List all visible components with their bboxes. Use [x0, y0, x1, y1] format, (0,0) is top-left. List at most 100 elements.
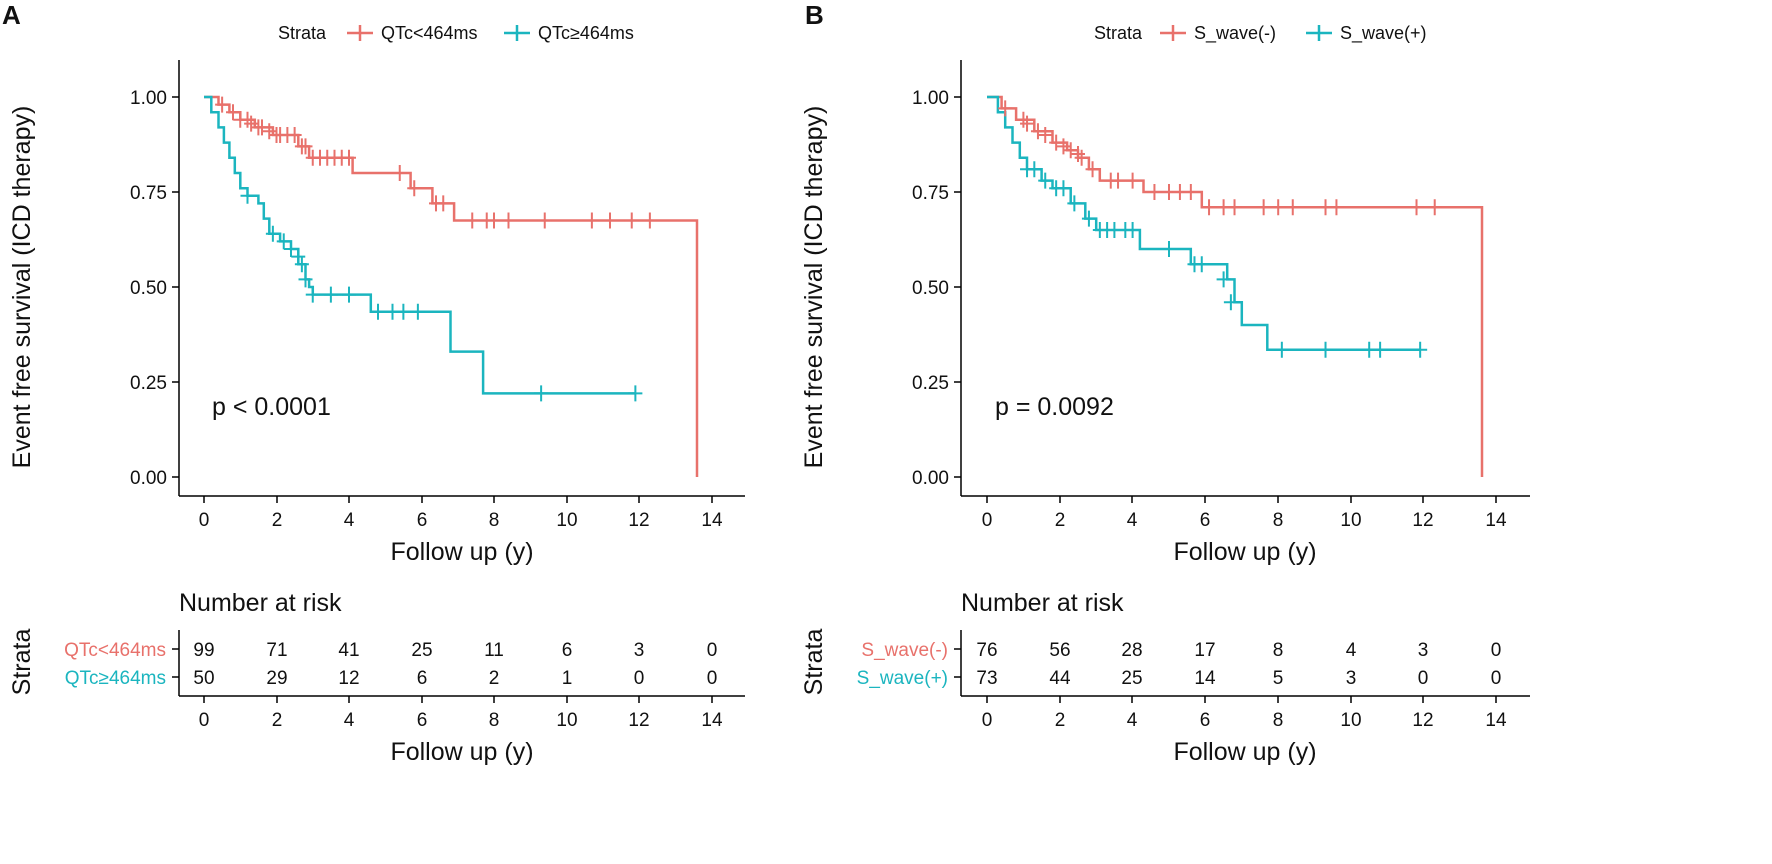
panel-b-legend-key-1: [1160, 25, 1186, 41]
panel-b-risk-x-tick-5: 10: [1340, 710, 1361, 731]
panel-b-risk-1-7: 0: [1491, 640, 1502, 661]
panel-a-censor-marks-qtc-high-mark-13: [410, 303, 425, 320]
panel-b-risk-2-0: 73: [976, 668, 997, 689]
panel-a-censor-marks-qtc-low-mark-19: [342, 149, 356, 166]
panel-a-risk-1-6: 3: [634, 640, 645, 661]
panel-b-legend-title: Strata: [1094, 23, 1143, 43]
panel-b-censor-marks-swave-pos-mark-4: [1056, 180, 1071, 197]
panel-a-legend-label-1: QTc<464ms: [381, 23, 478, 43]
panel-b-censor-marks-swave-pos-mark-18: [1318, 341, 1333, 358]
panel-a-censor-marks-qtc-low-mark-26: [487, 212, 501, 229]
panel-b-risk-strata-label: Strata: [800, 629, 828, 696]
panel-b-censor-marks-swave-pos-mark-14: [1194, 256, 1209, 273]
panel-b-risk-2-1: 44: [1049, 668, 1071, 689]
panel-a-risk-2-3: 6: [417, 668, 428, 689]
panel-b-censor-marks-swave-neg: [998, 100, 1442, 216]
panel-b-censor-marks-swave-pos-mark-1: [1027, 161, 1042, 178]
panel-b-censor-marks-swave-neg-mark-21: [1256, 199, 1271, 216]
panel-a-censor-marks-qtc-low-mark-0: [215, 96, 230, 113]
panel-a-x-tick-label-0: 0: [199, 510, 210, 531]
panel-b-x-tick-label-1: 2: [1055, 510, 1066, 531]
panel-b-censor-marks-swave-pos-mark-6: [1081, 210, 1096, 227]
panel-b-censor-marks-swave-neg-mark-20: [1227, 199, 1242, 216]
panel-a-censor-marks-qtc-low-mark-3: [240, 111, 255, 128]
panel-b-censor-marks-swave-pos: [1020, 161, 1428, 358]
panel-b-risk-x-tick-3: 6: [1200, 710, 1211, 731]
panel-a-legend-label-2: QTc≥464ms: [538, 23, 634, 43]
panel-a-risk-2-7: 0: [707, 668, 718, 689]
panel-a-censor-marks-qtc-low-mark-31: [624, 212, 639, 229]
panel-a-risk-x-tick-4: 8: [489, 710, 500, 731]
panel-b-risk-2-5: 3: [1346, 668, 1357, 689]
panel-a-risk-2-6: 0: [634, 668, 645, 689]
panel-b-censor-marks-swave-pos-mark-15: [1216, 271, 1231, 288]
panel-b-censor-marks-swave-neg-mark-13: [1125, 172, 1140, 189]
panel-b-censor-marks-swave-pos-mark-20: [1373, 341, 1388, 358]
panel-a-x-axis-label: Follow up (y): [390, 538, 533, 566]
panel-a-x-tick-label-5: 10: [556, 510, 577, 531]
panel-a-censor-marks-qtc-high-mark-3: [284, 241, 298, 257]
panel-a-censor-marks-qtc-low-mark-6: [255, 119, 269, 136]
panel-a-censor-marks-qtc-high-mark-0: [240, 187, 255, 204]
panel-b-x-tick-label-0: 0: [982, 510, 993, 531]
panel-a-x-tick-label-2: 4: [344, 510, 355, 531]
panel-b-risk-1-0: 76: [976, 640, 997, 661]
panel-a-risk-2-0: 50: [193, 668, 214, 689]
panel-b-censor-marks-swave-neg-mark-27: [1427, 199, 1442, 216]
panel-b-censor-marks-swave-pos-mark-2: [1038, 172, 1053, 189]
panel-a-risk-x-tick-2: 4: [344, 710, 355, 731]
panel-b-risk-2-2: 25: [1121, 668, 1142, 689]
panel-b-x-tick-label-5: 10: [1340, 510, 1361, 531]
panel-b-legend-label-2: S_wave(+): [1340, 23, 1427, 44]
panel-b-censor-marks-swave-pos-mark-11: [1125, 222, 1140, 238]
panel-a-censor-marks-qtc-high-mark-9: [342, 286, 356, 303]
panel-b-censor-marks-swave-neg-mark-26: [1409, 199, 1424, 216]
panel-a-risk-title: Number at risk: [179, 589, 342, 617]
panel-b-censor-marks-swave-pos-mark-16: [1223, 294, 1238, 311]
panel-b-x-axis-label: Follow up (y): [1173, 538, 1316, 566]
panel-a-censor-marks-qtc-low-mark-11: [287, 127, 302, 143]
panel-b-censor-marks-swave-neg-mark-22: [1271, 199, 1286, 216]
panel-b-risk-row-label-2: S_wave(+): [857, 668, 948, 689]
panel-b-censor-marks-swave-neg-mark-7: [1063, 142, 1078, 159]
panel-a-risk-x-tick-5: 10: [556, 710, 577, 731]
panel-a-legend-key-1: [347, 25, 373, 41]
panel-b-x-tick-label-7: 14: [1485, 510, 1507, 531]
panel-b-p-value: p = 0.0092: [995, 393, 1114, 421]
panel-b-y-tick-label-3: 0.75: [912, 183, 949, 204]
panel-a-x-tick-label-6: 12: [628, 510, 649, 531]
panel-b-risk-x-tick-1: 2: [1055, 710, 1066, 731]
panel-b-censor-marks-swave-neg-mark-8: [1071, 146, 1085, 162]
panel-a-plot: 0.00 0.25 0.50 0.75 1.00 0 2 4 6 8 10 12: [130, 60, 745, 566]
panel-a-censor-marks-qtc-low-mark-4: [244, 115, 259, 132]
panel-b-risk-1-5: 4: [1346, 640, 1357, 661]
panel-b-y-tick-label-4: 1.00: [912, 88, 949, 109]
panel-b-x-tick-label-3: 6: [1200, 510, 1211, 531]
panel-a-risk-2-2: 12: [338, 668, 359, 689]
panel-b-label: B: [805, 0, 824, 30]
panel-b-legend-key-2: [1306, 25, 1332, 41]
panel-a-censor-marks-qtc-low: [215, 96, 657, 229]
panel-a-risk-1-7: 0: [707, 640, 718, 661]
panel-b-risk-1-2: 28: [1121, 640, 1142, 661]
panel-b-censor-marks-swave-neg-mark-6: [1056, 138, 1071, 155]
panel-a-x-tick-label-4: 8: [489, 510, 500, 531]
panel-b-x-tick-label-6: 12: [1412, 510, 1433, 531]
panel-a-x-ticks: [203, 496, 713, 503]
panel-a: A Strata QTc<464ms QTc≥464ms Event free …: [2, 0, 745, 766]
panel-b-censor-marks-swave-neg-mark-9: [1074, 149, 1089, 166]
panel-b-risk-2-4: 5: [1273, 668, 1284, 689]
panel-a-risk-1-1: 71: [266, 640, 287, 661]
panel-a-risk-2-1: 29: [266, 668, 287, 689]
panel-a-censor-marks-qtc-high-mark-7: [305, 286, 320, 303]
panel-a-censor-marks-qtc-low-mark-7: [262, 123, 277, 140]
panel-a-risk-x-tick-7: 14: [701, 710, 723, 731]
panel-a-censor-marks-qtc-high: [240, 187, 643, 402]
panel-b-legend: Strata S_wave(-) S_wave(+): [1094, 23, 1427, 44]
panel-a-p-value: p < 0.0001: [212, 393, 331, 421]
panel-a-censor-marks-qtc-low-mark-1: [226, 104, 240, 121]
panel-b-censor-marks-swave-neg-mark-23: [1285, 199, 1300, 216]
panel-b-censor-marks-swave-neg-mark-4: [1038, 127, 1053, 143]
panel-b-y-tick-label-2: 0.50: [912, 278, 949, 299]
panel-a-risk-ticks: [172, 648, 713, 703]
